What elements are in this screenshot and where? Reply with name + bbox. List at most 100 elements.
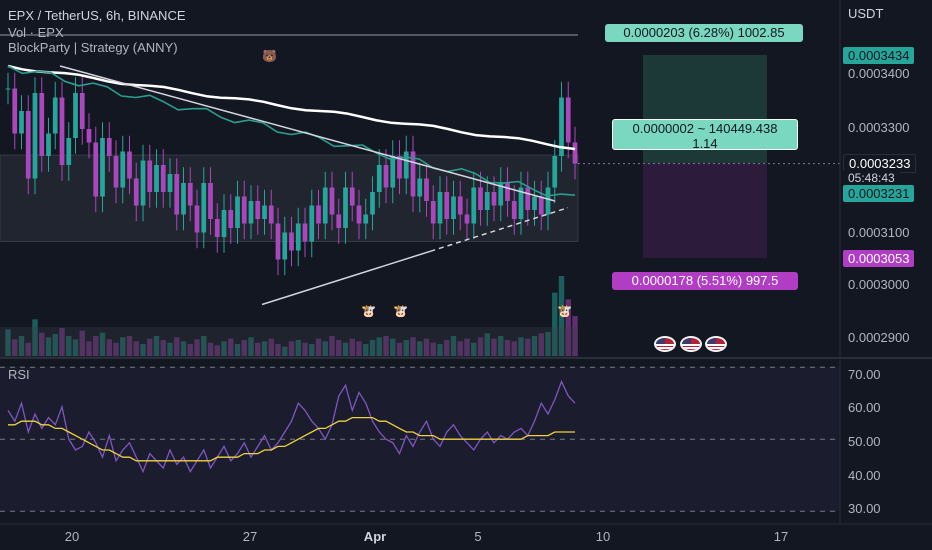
rsi-tick: 40.00 [848, 468, 881, 483]
profit-label[interactable]: 0.0000203 (6.28%) 1002.85 [605, 24, 803, 42]
candle-body [221, 210, 227, 237]
current-price-tag[interactable]: 0.0003233 [843, 154, 917, 173]
volume-bar [531, 336, 538, 356]
volume-bar [444, 340, 450, 356]
volume-bar [52, 334, 58, 356]
volume-bar [241, 340, 247, 356]
candle-body [235, 196, 240, 228]
time-tick: 27 [242, 529, 258, 544]
ascending-trendline[interactable] [261, 250, 431, 306]
candle-body [154, 165, 159, 192]
candle-body [471, 187, 477, 224]
candle-body [5, 88, 11, 90]
price-tick: 0.0003400 [848, 66, 910, 81]
volume-bar [383, 336, 389, 356]
candles [5, 72, 578, 276]
rsi-ma-line [8, 416, 575, 462]
bear-icon[interactable]: 🐻 [262, 49, 277, 63]
candle-body [572, 142, 578, 164]
strategy-label[interactable]: BlockParty | Strategy (ANNY) [8, 40, 178, 55]
volume-bar [234, 344, 241, 356]
us-flag-icon[interactable] [680, 336, 702, 352]
candle-body [66, 138, 72, 165]
candle-body [322, 187, 328, 224]
volume-bar [66, 336, 72, 356]
volume-bar [45, 337, 52, 356]
rsi-pane [0, 366, 840, 512]
ascending-trendline-dashed[interactable] [430, 207, 569, 253]
candle-body [545, 187, 551, 215]
volume-bar [342, 342, 349, 356]
candle-body [86, 129, 92, 143]
volume-bar [160, 340, 166, 356]
time-tick: Apr [363, 529, 387, 544]
candle-body [12, 88, 18, 134]
volume-bar [32, 319, 38, 356]
volume-bar [363, 344, 369, 356]
volume-bar [565, 299, 571, 356]
rsi-label[interactable]: RSI [8, 367, 30, 382]
candle-body [100, 138, 105, 197]
volume-bar [228, 338, 234, 356]
candle-body [498, 183, 504, 206]
loss-zone[interactable] [643, 163, 767, 258]
volume-bar [450, 336, 457, 356]
candle-body [59, 97, 65, 165]
price-tick: 0.0003100 [848, 225, 910, 240]
candle-body [181, 183, 186, 215]
volume-bar [511, 341, 517, 356]
candle-body [268, 205, 274, 224]
us-flag-icon[interactable] [705, 336, 727, 352]
target-price-tag[interactable]: 0.0003434 [843, 47, 915, 64]
volume-bar [126, 336, 133, 356]
volume-bar [174, 337, 180, 356]
trendlines[interactable] [59, 65, 569, 306]
risk-reward-label[interactable]: 0.0000002 ~ 140449.438 1.14 [612, 119, 798, 151]
volume-bar [464, 338, 470, 356]
candle-body [214, 219, 220, 237]
candle-body [552, 156, 558, 188]
position-tool[interactable] [643, 55, 767, 258]
volume-bar [194, 339, 200, 356]
candle-body [302, 223, 308, 242]
chart-title: EPX / TetherUS, 6h, BINANCE [8, 8, 186, 23]
volume-bar [261, 341, 268, 356]
cow-icon[interactable]: 🐮 [393, 304, 408, 318]
volume-bar [315, 338, 322, 356]
volume-label[interactable]: Vol · EPX [8, 25, 64, 40]
entry-price-tag[interactable]: 0.0003231 [843, 185, 915, 202]
candle-body [167, 174, 173, 192]
candle-body [451, 196, 456, 219]
cow-icon[interactable]: 🐮 [361, 304, 376, 318]
descending-trendline[interactable] [59, 65, 556, 202]
volume-bar [59, 328, 65, 356]
volume-bar [79, 330, 85, 356]
volume-bar [207, 342, 214, 356]
candle-body [73, 93, 78, 138]
volume-bar [403, 340, 409, 356]
rsi-tick: 50.00 [848, 434, 881, 449]
volume-bar [18, 336, 25, 356]
volume-bar [153, 336, 160, 356]
candle-body [511, 201, 517, 219]
loss-label[interactable]: 0.0000178 (5.51%) 997.5 [612, 272, 798, 290]
cow-icon[interactable]: 🐮 [557, 304, 572, 318]
volume-bar [572, 316, 578, 356]
candle-body [208, 183, 213, 219]
time-tick: 10 [595, 529, 611, 544]
candle-body [505, 183, 510, 201]
stop-price-tag[interactable]: 0.0003053 [843, 250, 915, 267]
time-tick: 5 [474, 529, 482, 544]
volume-bar [538, 333, 544, 356]
volume-bar [187, 344, 193, 356]
volume-bar [423, 338, 430, 356]
volume-bar [349, 338, 355, 356]
currency-label[interactable]: USDT [848, 6, 884, 21]
volume-bar [417, 341, 423, 356]
risk-reward-ratio: 0.0000002 ~ 140449.438 [632, 121, 778, 136]
volume-bar [471, 342, 477, 356]
candle-body [133, 178, 139, 206]
us-flag-icon[interactable] [654, 336, 676, 352]
volume-bar [12, 339, 18, 356]
volume-bar [302, 342, 308, 356]
